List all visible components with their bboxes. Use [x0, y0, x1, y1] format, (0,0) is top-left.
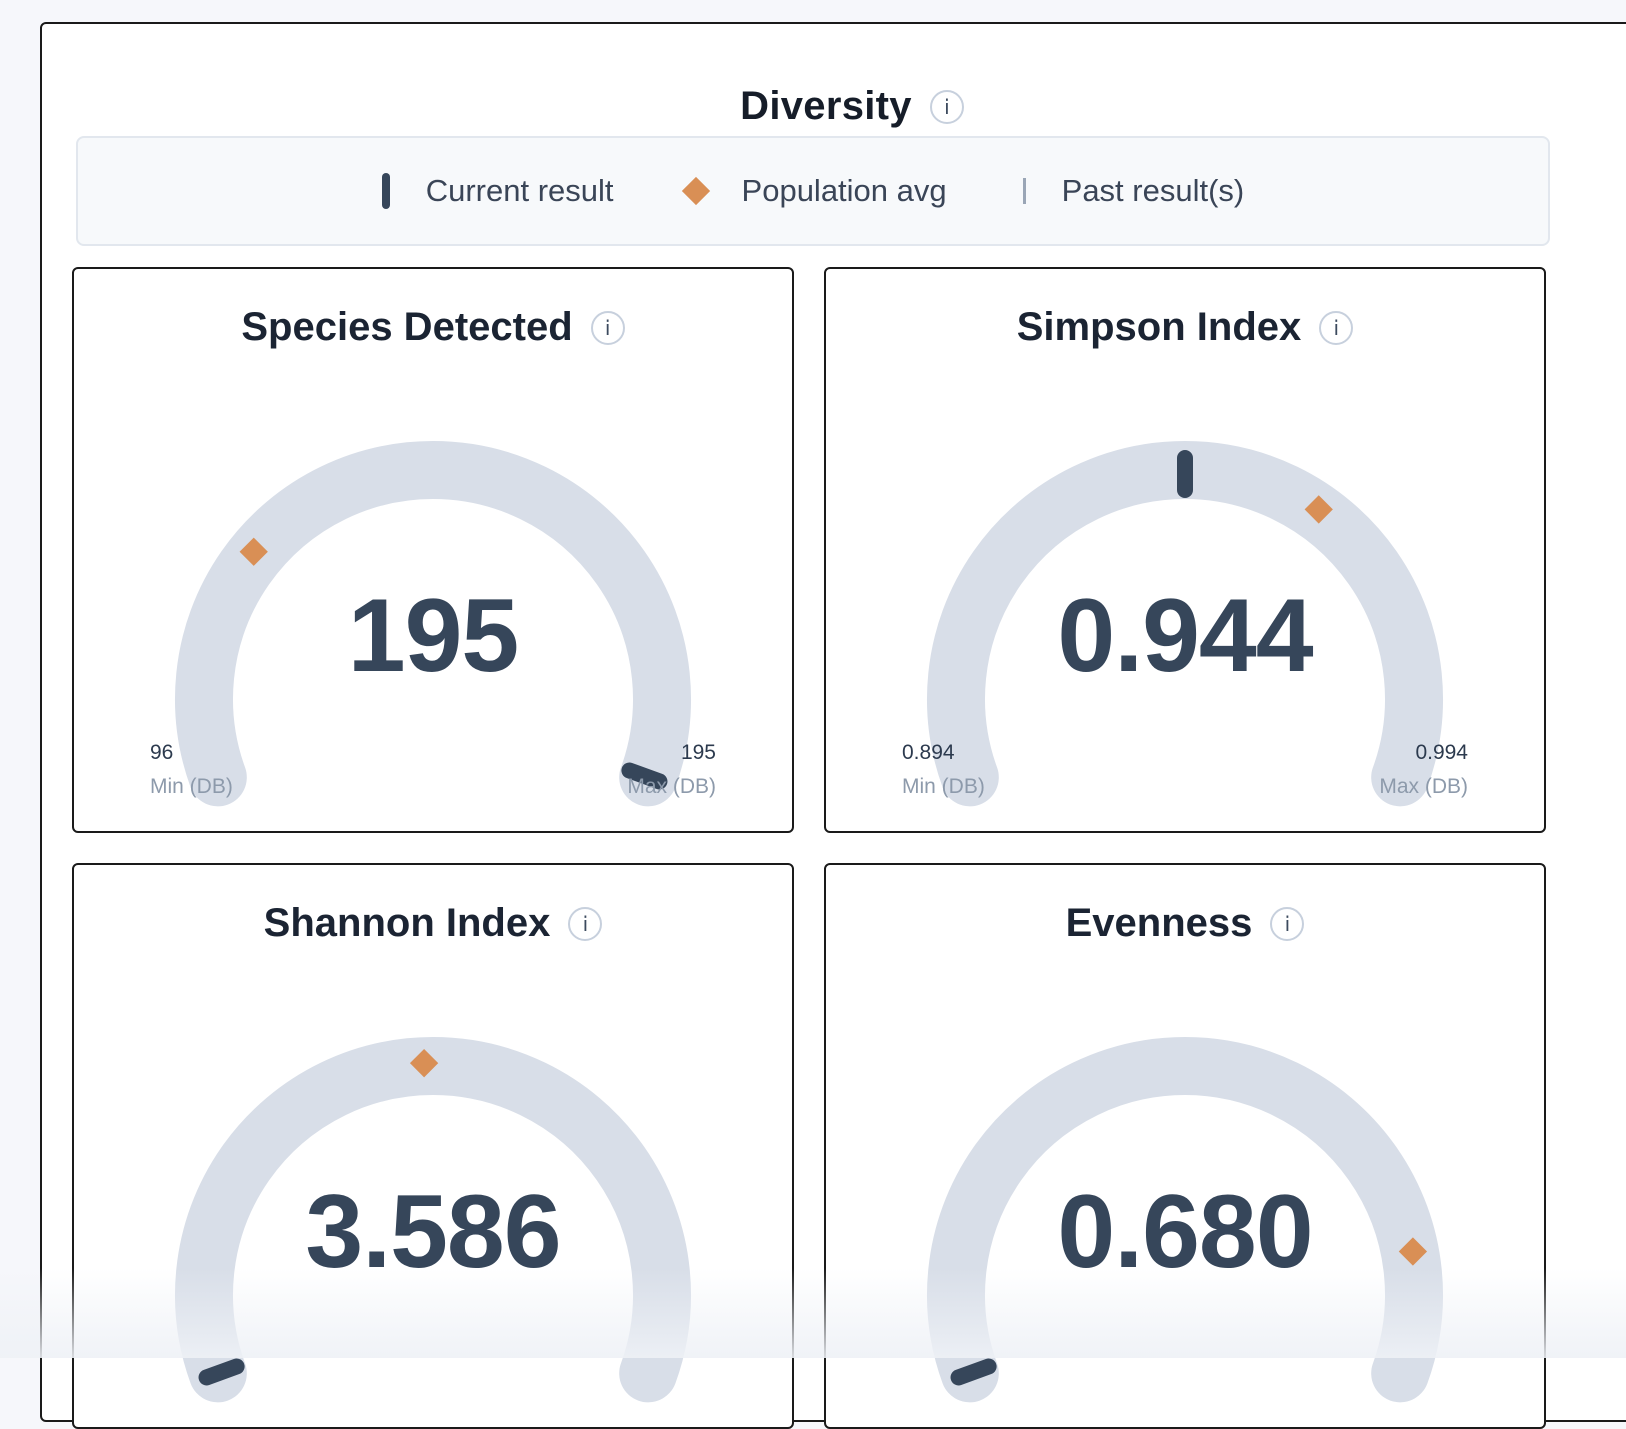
card-header: Shannon Index i — [74, 901, 792, 946]
gauge-max-value: 195 — [680, 741, 716, 764]
legend-current: Current result — [381, 173, 614, 209]
current-result-marker — [621, 762, 668, 790]
card-header: Simpson Index i — [826, 305, 1544, 350]
population-avg-marker — [1398, 1237, 1428, 1266]
past-result-marker-icon — [1022, 178, 1026, 204]
gauge-max: 195 Max (DB) — [627, 741, 716, 799]
card-title: Species Detected — [241, 305, 573, 349]
legend-past-label: Past result(s) — [1061, 173, 1245, 208]
info-icon[interactable]: i — [590, 310, 625, 345]
gauge-min-label: Min (DB) — [150, 775, 233, 798]
gauge-min-label: Min (DB) — [902, 775, 985, 798]
legend-avg-label: Population avg — [741, 173, 947, 208]
gauge-min-value: 0.894 — [902, 741, 955, 764]
legend-past: Past result(s) — [1022, 173, 1245, 209]
current-result-marker — [950, 1358, 997, 1386]
panel-title: Diversity — [740, 84, 912, 128]
gauge-min: 96 Min (DB) — [150, 741, 233, 799]
info-icon[interactable]: i — [568, 906, 603, 941]
gauge-track — [927, 1037, 1443, 1403]
gauge-max-label: Max (DB) — [1379, 775, 1468, 798]
gauge-card-shannon: Shannon Index i 3.586 — [72, 863, 794, 1429]
legend-current-label: Current result — [425, 173, 614, 208]
current-result-marker — [198, 1358, 245, 1386]
gauge-chart — [927, 441, 1443, 807]
card-title: Simpson Index — [1016, 305, 1302, 349]
population-avg-marker — [409, 1049, 439, 1078]
gauge-track — [175, 441, 691, 807]
card-title: Shannon Index — [263, 901, 551, 945]
legend-avg: Population avg — [681, 173, 947, 209]
gauge-max-label: Max (DB) — [627, 775, 716, 798]
gauge-card-species: Species Detected i 195 96 Min (DB) 195 M… — [72, 267, 794, 833]
panel-header: Diversity i — [42, 84, 1626, 129]
card-title: Evenness — [1065, 901, 1253, 945]
gauge-min: 0.894 Min (DB) — [902, 741, 985, 799]
gauge-card-evenness: Evenness i 0.680 — [824, 863, 1546, 1429]
legend: Current result Population avg Past resul… — [76, 136, 1550, 246]
gauge-max: 0.994 Max (DB) — [1379, 741, 1468, 799]
gauge-value: 0.944 — [1057, 578, 1313, 694]
card-header: Evenness i — [826, 901, 1544, 946]
gauge-chart — [927, 1037, 1443, 1403]
card-header: Species Detected i — [74, 305, 792, 350]
gauge-min-value: 96 — [150, 741, 174, 764]
gauge-chart — [175, 441, 691, 807]
info-icon[interactable]: i — [1319, 310, 1354, 345]
info-icon[interactable]: i — [929, 89, 964, 124]
current-result-marker-icon — [381, 173, 390, 209]
gauge-chart — [175, 1037, 691, 1403]
gauge-max-value: 0.994 — [1415, 741, 1468, 764]
gauge-value: 0.680 — [1057, 1174, 1313, 1290]
gauge-card-simpson: Simpson Index i 0.944 0.894 Min (DB) 0.9… — [824, 267, 1546, 833]
population-avg-marker — [1304, 495, 1333, 524]
info-icon[interactable]: i — [1270, 906, 1305, 941]
gauge-value: 3.586 — [305, 1174, 561, 1290]
gauge-value: 195 — [347, 578, 520, 694]
diamond-icon — [681, 176, 710, 206]
